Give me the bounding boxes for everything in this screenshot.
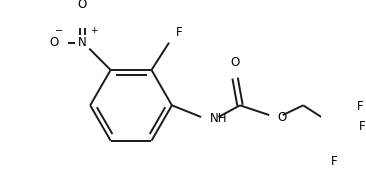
Text: F: F [331,155,338,168]
Text: −: − [55,26,63,36]
Text: O: O [50,36,59,49]
Text: N: N [78,36,87,49]
Text: +: + [90,27,97,35]
Text: O: O [277,111,286,124]
Text: F: F [176,26,182,39]
Text: NH: NH [210,112,227,125]
Text: O: O [78,0,87,11]
Text: F: F [357,100,363,113]
Text: O: O [231,56,240,69]
Text: F: F [359,120,365,133]
